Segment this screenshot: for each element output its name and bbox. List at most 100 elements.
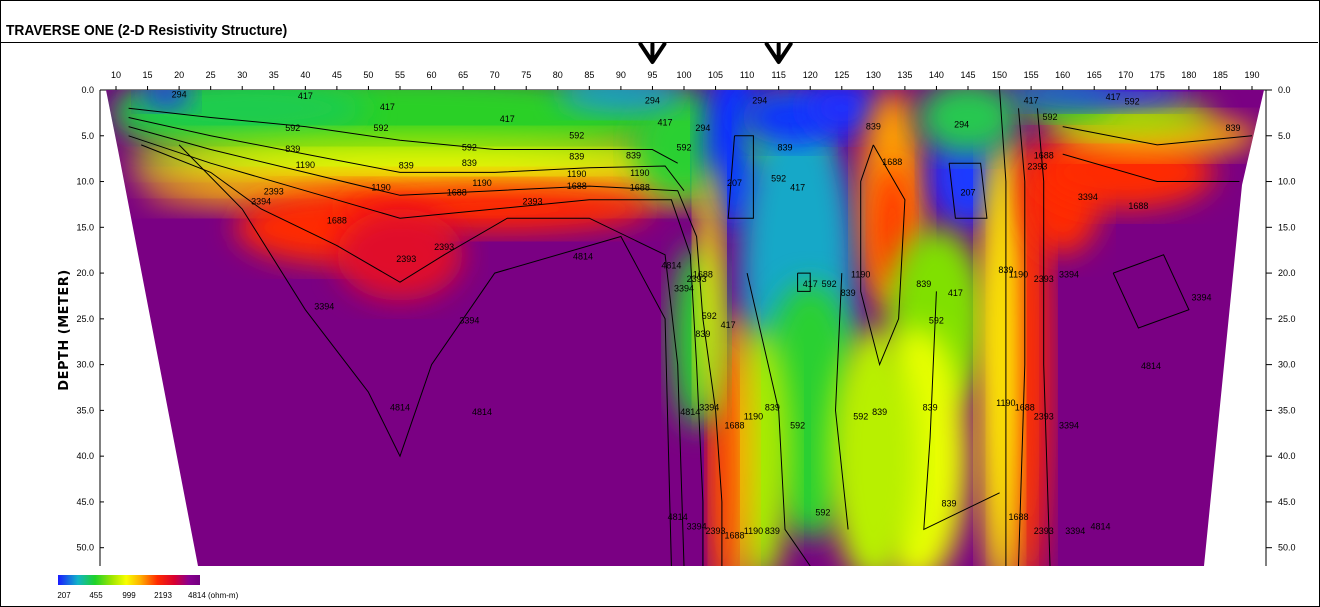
contour-line [1036,108,1051,566]
chart-title: TRAVERSE ONE (2-D Resistivity Structure) [6,22,288,39]
colorbar-gradient [58,575,200,585]
y-tick-label-right: 0.0 [1278,85,1291,95]
x-tick-label: 80 [553,70,563,80]
y-tick-label-left: 15.0 [76,222,94,232]
contour-label: 417 [790,183,805,193]
x-tick-label: 175 [1150,70,1165,80]
contour-label: 839 [569,152,584,162]
x-tick-label: 90 [616,70,626,80]
x-tick-label: 160 [1055,70,1070,80]
y-tick-label-left: 10.0 [76,177,94,187]
colorbar-tick-label: 207 [57,591,71,600]
contour-label: 1688 [882,157,902,167]
contour-label: 4814 [680,407,700,417]
contour-label: 1688 [567,181,587,191]
y-tick-label-right: 45.0 [1278,497,1296,507]
contour-label: 839 [923,402,938,412]
x-tick-label: 65 [458,70,468,80]
fill-blob [917,90,1019,155]
contour-label: 417 [1024,96,1039,106]
contour-label: 417 [948,288,963,298]
x-tick-label: 25 [206,70,216,80]
x-tick-label: 140 [929,70,944,80]
contour-line [948,162,988,219]
contour-label: 1190 [296,160,315,170]
contour-label: 4814 [661,261,681,271]
x-tick-label: 75 [521,70,531,80]
contour-line [746,272,811,566]
y-tick-label-left: 20.0 [76,268,94,278]
contour-line [141,144,685,566]
contour-label: 417 [658,118,673,128]
contour-label: 1190 [472,178,491,188]
contour-line [128,117,685,192]
contour-label: 417 [1106,92,1121,102]
colorbar: 207 455 999 2193 4814 (ohm-m) [57,575,239,600]
contour-label: 839 [695,329,710,339]
colorbar-ticks: 207 455 999 2193 4814 (ohm-m) [57,591,238,600]
y-tick-label-right: 15.0 [1278,222,1296,232]
contour-label: 592 [1125,97,1140,107]
contour-label: 592 [676,142,691,152]
y-tick-label-right: 40.0 [1278,451,1296,461]
x-tick-label: 115 [771,70,785,80]
contour-label: 1190 [851,270,870,280]
contour-line [1062,126,1253,146]
contour-label: 592 [702,311,717,321]
contour-label: 592 [374,123,389,133]
contour-label: 839 [872,407,887,417]
contour-label: 839 [998,265,1013,275]
x-tick-label: 60 [427,70,437,80]
contour-label: 294 [172,89,187,99]
contour-label: 839 [765,402,780,412]
fill-blob [696,163,722,420]
x-tick-label: 170 [1118,70,1133,80]
contour-line [1112,254,1190,329]
fill-blob [829,328,918,566]
y-tick-label-right: 25.0 [1278,314,1296,324]
contour-line [128,126,723,566]
x-tick-label: 155 [1024,70,1039,80]
contour-label: 1190 [1009,270,1028,280]
contour-label: 1688 [630,183,650,193]
contour-label: 1688 [1034,151,1054,161]
contour-label: 3394 [314,302,334,312]
x-tick-label: 150 [992,70,1007,80]
x-tick-label: 135 [897,70,912,80]
y-axis-label: DEPTH (METER) [57,269,72,390]
x-tick-label: 50 [363,70,373,80]
contour-label: 592 [771,174,786,184]
down-arrow-icon [764,42,793,64]
contour-label: 207 [727,178,742,188]
contour-label: 839 [1226,123,1241,133]
x-tick-label: 95 [647,70,657,80]
contour-label: 2393 [1034,274,1054,284]
x-tick-label: 30 [237,70,247,80]
contour-line [797,272,811,292]
contour-line [1018,108,1026,566]
contour-label: 1190 [371,183,390,193]
contour-label: 4814 [472,407,492,417]
contour-label: 839 [765,526,780,536]
contour-label: 1688 [724,531,744,541]
x-tick-label: 55 [395,70,405,80]
contour-label: 417 [721,320,736,330]
x-tick-label: 125 [834,70,849,80]
contour-label: 417 [380,102,395,112]
contour-label: 1190 [630,168,649,178]
contour-label: 839 [285,144,300,154]
contour-label: 4814 [1091,521,1111,531]
contour-label: 1688 [693,270,713,280]
contour-label: 3394 [674,283,694,293]
x-tick-label: 20 [174,70,184,80]
contour-label: 1688 [1015,402,1035,412]
contour-label: 592 [790,421,805,431]
contour-label: 839 [777,142,792,152]
contour-label: 294 [954,120,969,130]
x-tick-label: 110 [740,70,754,80]
contour-label: 3394 [699,402,719,412]
contour-label: 207 [960,187,975,197]
down-arrow-icon [638,42,667,64]
contour-label: 839 [942,499,957,509]
